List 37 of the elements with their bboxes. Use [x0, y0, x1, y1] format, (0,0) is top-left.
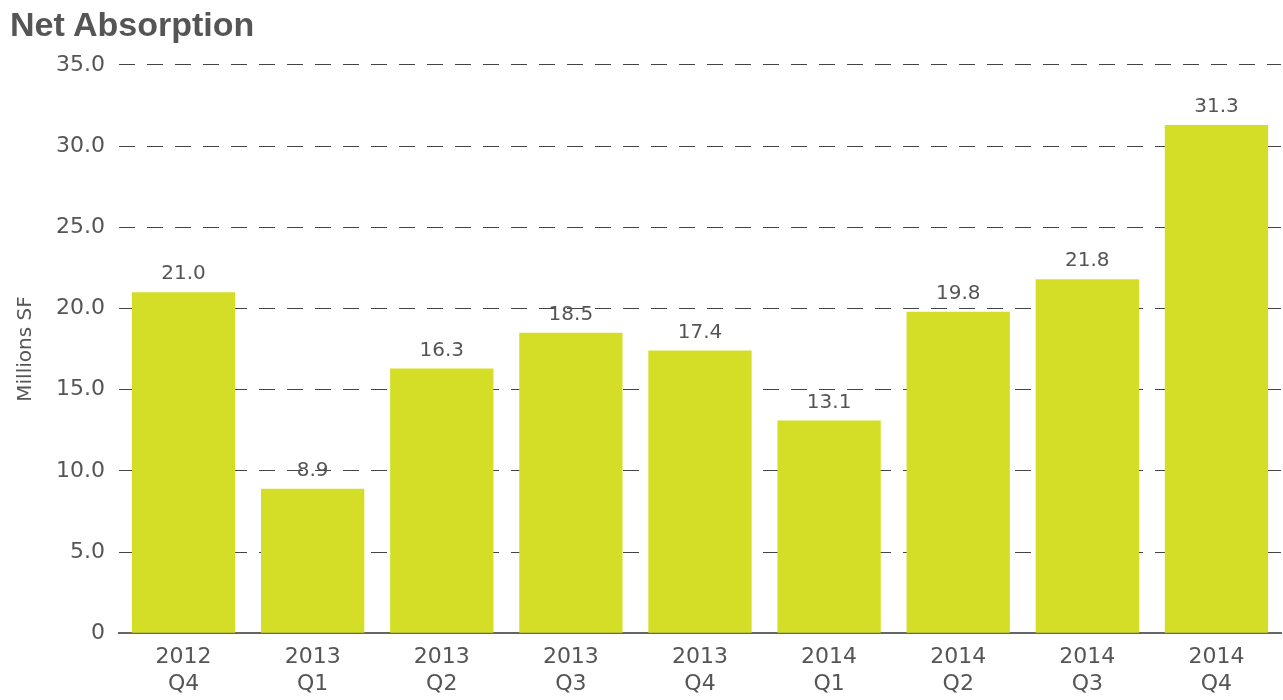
y-tick-label: 20.0	[56, 294, 105, 320]
data-label: 31.3	[1194, 93, 1239, 118]
y-tick-label: 30.0	[56, 131, 105, 157]
bar	[777, 420, 881, 633]
x-tick-label: 2014 Q4	[1188, 643, 1245, 695]
data-label: 21.0	[161, 260, 206, 285]
bar	[261, 488, 365, 633]
y-axis-title: Millions SF	[12, 296, 37, 402]
x-tick-label: 2014 Q3	[1059, 643, 1116, 695]
y-tick-label: 35.0	[56, 50, 105, 76]
bar	[131, 292, 236, 633]
bar	[1035, 279, 1139, 633]
data-label: 17.4	[677, 318, 723, 343]
bar	[1164, 124, 1269, 633]
data-label: 13.1	[806, 388, 852, 413]
bar	[648, 350, 752, 633]
y-tick-label: 5.0	[69, 537, 105, 563]
y-tick-label: 0	[90, 618, 105, 644]
bar	[390, 368, 494, 633]
data-label: 18.5	[548, 300, 594, 325]
y-tick-label: 15.0	[56, 375, 105, 401]
y-tick-label: 10.0	[56, 456, 105, 482]
data-label: 8.9	[296, 456, 329, 481]
x-tick-label: 2013 Q3	[542, 643, 599, 695]
bar	[906, 311, 1010, 633]
bar	[519, 332, 623, 633]
data-label: 19.8	[935, 279, 981, 304]
data-label: 21.8	[1065, 247, 1110, 272]
x-tick-label: 2012 Q4	[155, 643, 212, 695]
chart-title: Net Absorption	[10, 4, 255, 43]
x-tick-label: 2014 Q1	[801, 643, 858, 695]
x-tick-label: 2013 Q4	[671, 643, 728, 695]
x-tick-label: 2013 Q1	[284, 643, 341, 695]
x-tick-label: 2014 Q2	[930, 643, 987, 695]
data-label: 16.3	[419, 336, 465, 361]
y-tick-label: 25.0	[56, 212, 105, 238]
x-tick-label: 2013 Q2	[413, 643, 470, 695]
